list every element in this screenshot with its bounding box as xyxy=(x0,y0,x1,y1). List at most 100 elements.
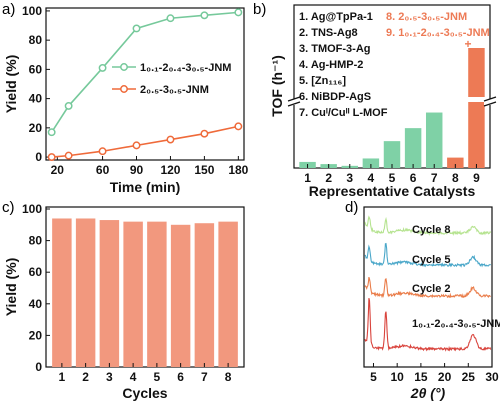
c-bar-cycle-8 xyxy=(218,221,238,367)
d-x-tick-label: 25 xyxy=(462,370,476,384)
b-bar-break-gap xyxy=(467,97,486,102)
a-series-2-point xyxy=(98,147,107,156)
panel-c-y-label: Yield (%) xyxy=(3,258,19,317)
b-x-tick-label: 7 xyxy=(431,171,438,185)
b-x-tick-label: 5 xyxy=(389,171,396,185)
b-legend-entry-1: 1. Ag@TpPa-1 xyxy=(299,11,373,23)
panel-c-bar-chart: 1 2 3 4 5 6 7 8 0 20 40 60 80 100 Cycles Yield (%) xyxy=(3,202,245,401)
legend-label-green: 1₀.₁-2₀.₄-3₀.₅-JNM xyxy=(140,62,231,74)
c-y-tick-label: 20 xyxy=(29,328,43,342)
c-x-tick-label: 8 xyxy=(225,370,232,384)
b-bar-7 xyxy=(425,112,443,168)
panel-d-x-label: 2θ (°) xyxy=(410,385,446,401)
a-y-tick-label: 100 xyxy=(22,4,42,18)
panel-letter-a: a) xyxy=(2,1,15,18)
a-series-1-point xyxy=(98,63,107,72)
panel-c-x-label: Cycles xyxy=(122,385,167,401)
d-curve-2 xyxy=(364,242,491,268)
c-bar-cycle-2 xyxy=(75,218,96,367)
panel-a-y-label: Yield (%) xyxy=(3,55,19,114)
a-series-2-point xyxy=(200,129,209,138)
c-bar-cycle-5 xyxy=(147,221,167,367)
panel-b-x-label: Representative Catalysts xyxy=(309,183,476,199)
a-x-tick-label: 60 xyxy=(96,163,110,177)
b-x-tick-label: 6 xyxy=(410,171,417,185)
a-x-tick-label: 120 xyxy=(160,163,180,177)
panel-a-series xyxy=(47,8,243,162)
panel-d-xrd-chart: 5 10 15 20 25 30 Cycle 8 Cycle 5 Cycle 2 1₀.₁… xyxy=(363,206,500,401)
panel-c-x-ticks: 1 2 3 4 5 6 7 8 xyxy=(59,363,232,384)
a-x-tick-label: 150 xyxy=(194,163,214,177)
d-curve-3 xyxy=(364,276,491,299)
panel-d-label-cycle2: Cycle 2 xyxy=(412,283,451,295)
panel-letter-b: b) xyxy=(253,1,266,18)
a-series-1-point xyxy=(132,24,141,33)
panel-d-frame xyxy=(363,206,493,368)
d-curve-1 xyxy=(364,215,492,237)
panel-b-axis-break xyxy=(287,96,497,107)
a-series-2-point xyxy=(47,153,56,162)
a-series-1-point xyxy=(234,8,243,17)
c-bar-cycle-7 xyxy=(194,223,215,367)
c-bar-cycle-4 xyxy=(123,221,143,367)
d-x-tick-label: 5 xyxy=(370,370,377,384)
c-bar-cycle-6 xyxy=(170,224,191,367)
b-x-tick-label: 4 xyxy=(368,171,375,185)
b-bar-6 xyxy=(404,128,422,168)
a-x-tick-label: 180 xyxy=(228,163,248,177)
d-curve-4 xyxy=(364,297,492,352)
panel-a-frame xyxy=(45,7,245,161)
c-bar-cycle-3 xyxy=(99,220,120,367)
c-x-tick-label: 2 xyxy=(82,370,89,384)
panel-c-y-ticks: 0 20 40 60 80 100 xyxy=(22,202,50,374)
a-series-2-point xyxy=(166,135,175,144)
panel-letter-c: c) xyxy=(2,199,15,216)
panel-d-label-cycle8: Cycle 8 xyxy=(412,224,451,236)
panel-a-legend: 1₀.₁-2₀.₄-3₀.₅-JNM 2₀.₅-3₀.₅-JNM xyxy=(112,62,231,96)
b-legend-entry-5: 5. [Zn₁₁₆] xyxy=(299,75,346,87)
c-x-tick-label: 4 xyxy=(130,370,137,384)
a-y-tick-label: 60 xyxy=(29,62,43,76)
b-x-tick-label: 9 xyxy=(473,171,480,185)
a-y-tick-label: 80 xyxy=(29,33,43,47)
c-bar-cycle-1 xyxy=(52,218,72,367)
d-x-tick-label: 15 xyxy=(414,370,428,384)
b-bar-5 xyxy=(383,141,401,168)
d-x-tick-label: 30 xyxy=(485,370,499,384)
a-series-1-point xyxy=(64,101,73,110)
c-x-tick-label: 6 xyxy=(177,370,184,384)
panel-d-label-cycle5: Cycle 5 xyxy=(412,254,451,266)
c-y-tick-label: 0 xyxy=(35,360,42,374)
panel-a-y-ticks: 0 20 40 60 80 100 xyxy=(22,4,50,164)
a-series-2-point xyxy=(132,141,141,150)
d-x-tick-label: 10 xyxy=(391,370,405,384)
b-x-tick-label: 1 xyxy=(304,171,311,185)
legend-marker-orange xyxy=(120,85,128,93)
b-legend-entry-8: 8. 2₀.₅-3₀.₅-JNM xyxy=(386,11,467,23)
b-legend-entry-4: 4. Ag-HMP-2 xyxy=(299,59,363,71)
panel-a-x-label: Time (min) xyxy=(110,179,181,195)
a-series-2-point xyxy=(234,122,243,131)
c-y-tick-label: 80 xyxy=(29,234,43,248)
legend-marker-green xyxy=(120,63,128,71)
panel-b-legend: 1. Ag@TpPa-1 2. TNS-Ag8 3. TMOF-3-Ag 4. Ag-… xyxy=(299,11,490,119)
c-x-tick-label: 5 xyxy=(154,370,161,384)
c-x-tick-label: 1 xyxy=(59,370,66,384)
a-series-line-2 xyxy=(51,125,239,158)
a-series-1-point xyxy=(200,11,209,20)
a-y-tick-label: 40 xyxy=(29,92,43,106)
b-legend-entry-2: 2. TNS-Ag8 xyxy=(299,27,358,39)
a-series-2-point xyxy=(64,151,73,160)
b-x-tick-label: 3 xyxy=(346,171,353,185)
c-y-tick-label: 40 xyxy=(29,297,43,311)
a-series-1-point xyxy=(47,128,56,137)
panel-b-annotation-plus: + xyxy=(464,37,471,51)
b-x-tick-label: 8 xyxy=(452,171,459,185)
b-x-tick-label: 2 xyxy=(325,171,332,185)
panel-c-frame xyxy=(45,206,245,368)
b-bar-9 xyxy=(468,48,485,168)
